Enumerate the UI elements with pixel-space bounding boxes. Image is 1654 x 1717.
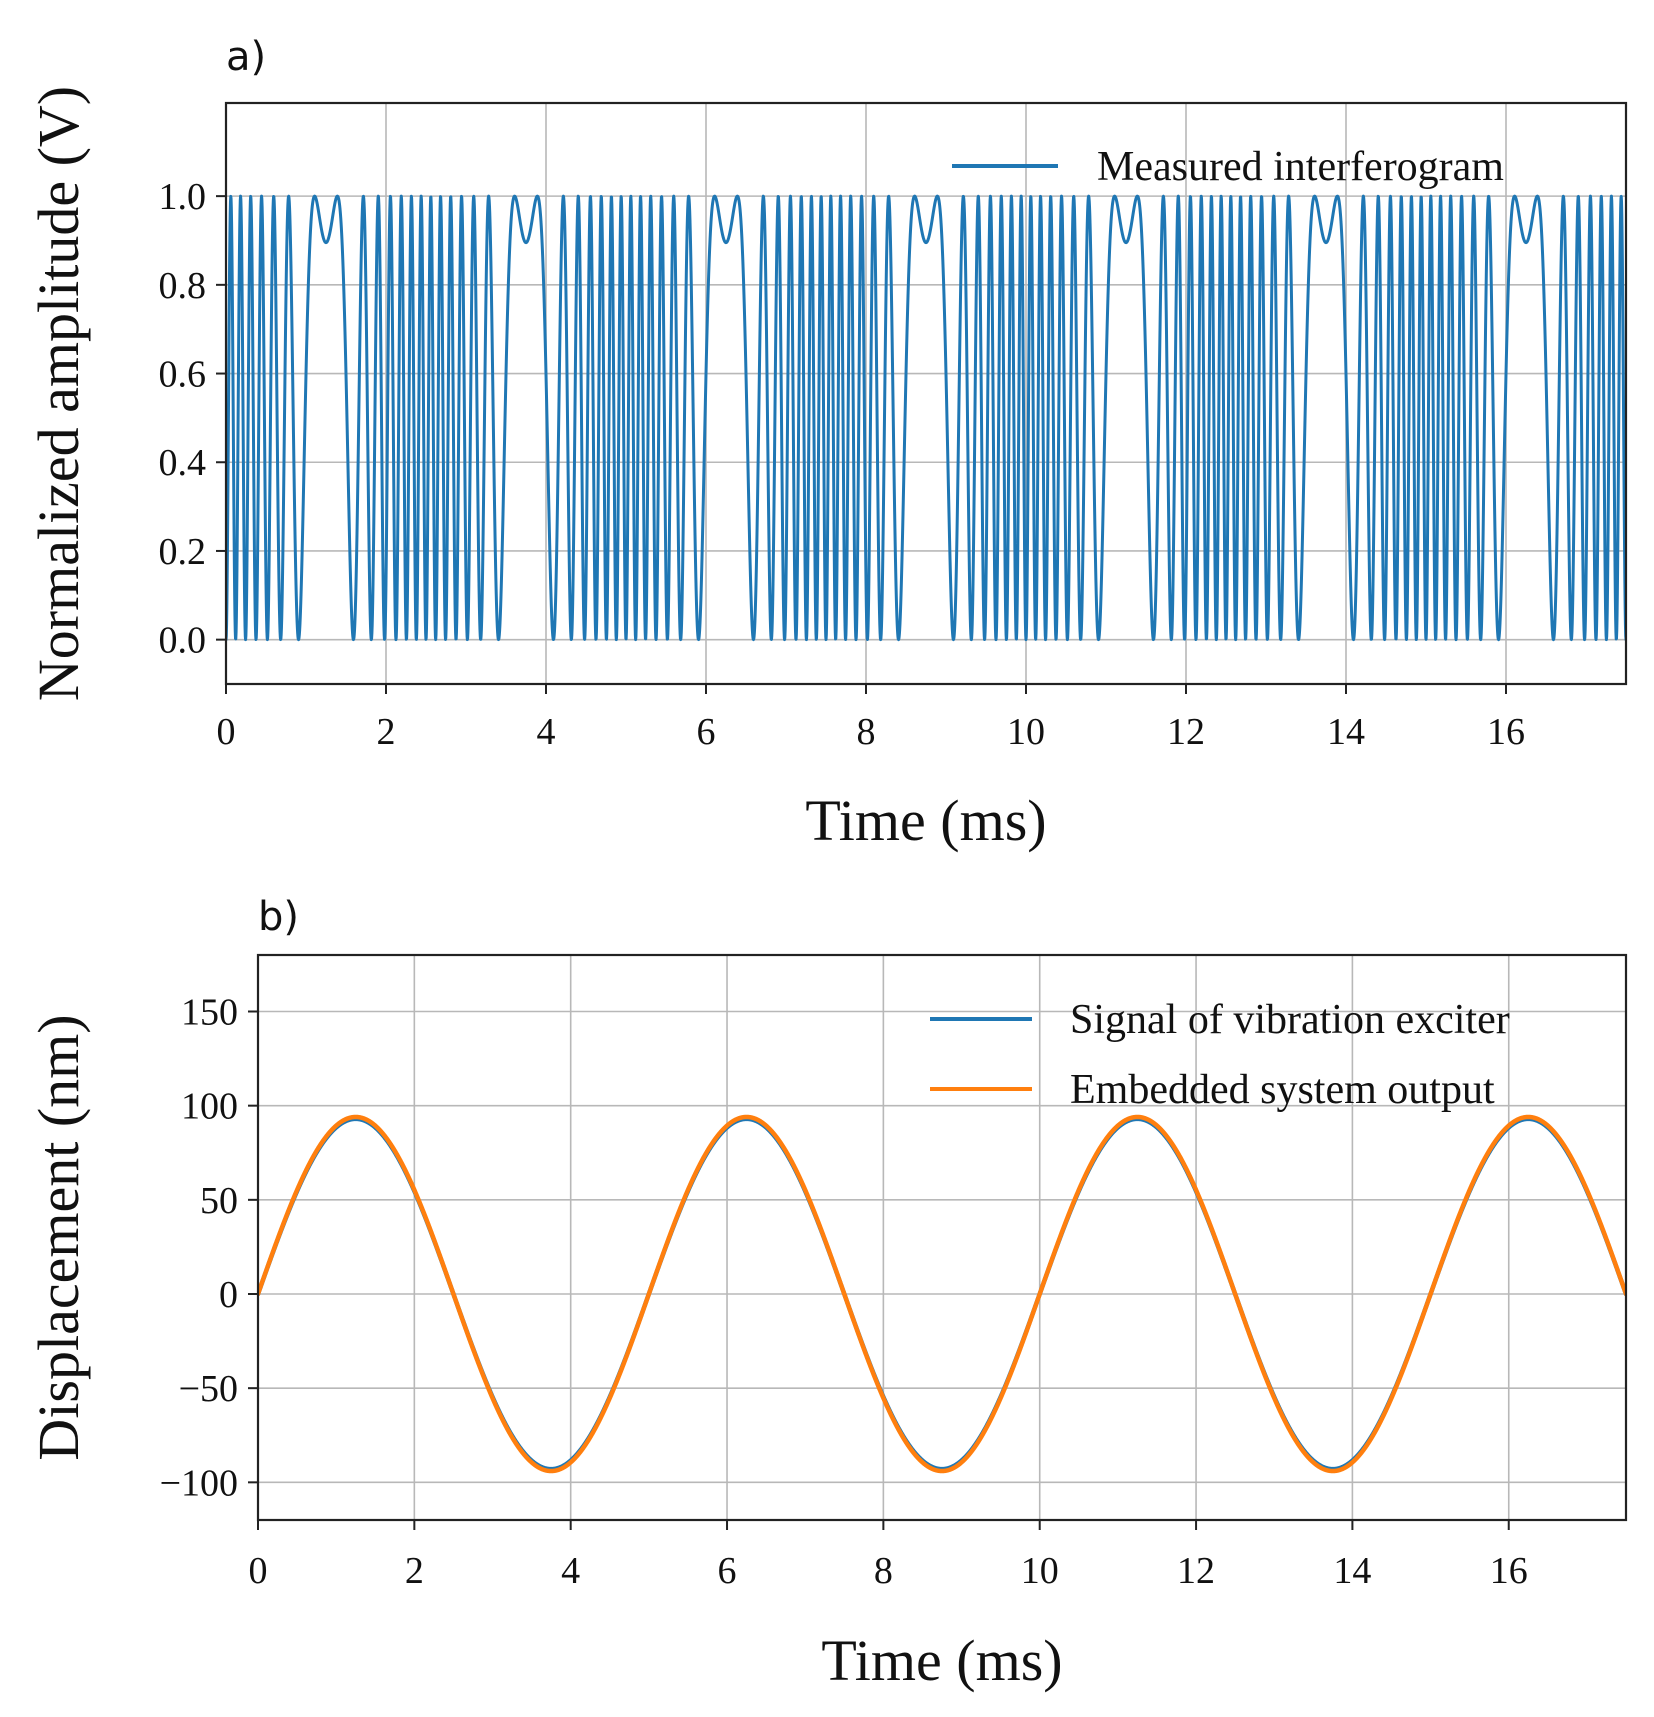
panel-a-x-tick-label: 12 (1167, 711, 1205, 753)
panel-b-series-line-2 (258, 1114, 1626, 1474)
panel-a-series (226, 194, 1626, 642)
panel-a-plot-frame (224, 101, 1628, 686)
panel-a-x-tick-label: 2 (377, 711, 396, 753)
panel-b-y-tick-label: −50 (179, 1368, 238, 1410)
panel-b-plot-frame (256, 953, 1628, 1522)
panel-b-x-tick-label: 10 (1021, 1550, 1059, 1592)
panel-a-series-line-1 (226, 194, 1626, 642)
panel-a-label: a) (226, 34, 266, 80)
panel-a-legend: Measured interferogram (952, 144, 1504, 190)
panel-a-y-tick-label: 0.8 (159, 265, 207, 307)
panel-a-x-tick-label: 4 (537, 711, 556, 753)
panel-b-x-tick-label: 0 (249, 1550, 268, 1592)
panel-a-y-tick-label: 0.0 (159, 620, 207, 662)
panel-b-legend-label-2: Embedded system output (1070, 1067, 1495, 1113)
panel-a-legend-label-1: Measured interferogram (1097, 144, 1504, 190)
panel-a-interferogram-chart: a) 0 2 4 6 8 10 12 14 16 0.0 0.2 0.4 0.6 0.8 1.0 Measu… (26, 34, 1628, 853)
panel-a-x-axis-label: Time (ms) (805, 788, 1046, 853)
panel-b-x-axis-label: Time (ms) (821, 1628, 1062, 1693)
panel-a-ticks: 0 2 4 6 8 10 12 14 16 0.0 0.2 0.4 0.6 0.8 1.0 (159, 176, 1526, 753)
panel-a-x-tick-label: 8 (857, 711, 876, 753)
panel-b-x-tick-label: 6 (718, 1550, 737, 1592)
panel-b-y-tick-label: 50 (200, 1180, 238, 1222)
panel-a-x-tick-label: 6 (697, 711, 716, 753)
panel-a-y-axis-label: Normalized amplitude (V) (26, 86, 91, 701)
panel-b-series (258, 1114, 1626, 1474)
panel-b-y-tick-label: 150 (181, 992, 238, 1034)
panel-b-y-tick-label: 0 (219, 1274, 238, 1316)
panel-b-label: b) (258, 894, 299, 940)
panel-b-ticks: 0 2 4 6 8 10 12 14 16 −100 −50 0 50 100 150 (160, 992, 1528, 1593)
panel-b-x-tick-label: 2 (405, 1550, 424, 1592)
panel-b-x-tick-label: 8 (874, 1550, 893, 1592)
panel-b-x-tick-label: 16 (1490, 1550, 1528, 1592)
panel-b-y-tick-label: 100 (181, 1086, 238, 1128)
panel-b-grid (257, 955, 1626, 1520)
panel-b-y-axis-label: Displacement (nm) (26, 1014, 91, 1460)
panel-b-y-tick-label: −100 (160, 1462, 238, 1504)
panel-a-x-tick-label: 16 (1487, 711, 1525, 753)
panel-b-legend: Signal of vibration exciter Embedded syst… (930, 997, 1510, 1113)
panel-b-x-tick-label: 14 (1333, 1550, 1371, 1592)
panel-a-y-tick-label: 0.4 (159, 442, 207, 484)
panel-b-legend-label-1: Signal of vibration exciter (1070, 997, 1510, 1043)
panel-b-displacement-chart: b) 0 2 4 6 8 10 12 14 16 −100 −50 0 50 100 150 Signal … (26, 894, 1628, 1693)
panel-a-x-tick-label: 14 (1327, 711, 1365, 753)
panel-a-y-tick-label: 0.2 (159, 531, 207, 573)
panel-a-x-tick-label: 10 (1007, 711, 1045, 753)
panel-a-y-tick-label: 0.6 (159, 354, 207, 396)
panel-b-x-tick-label: 4 (561, 1550, 580, 1592)
panel-a-x-tick-label: 0 (217, 711, 236, 753)
panel-b-x-tick-label: 12 (1177, 1550, 1215, 1592)
panel-a-y-tick-label: 1.0 (159, 176, 207, 218)
